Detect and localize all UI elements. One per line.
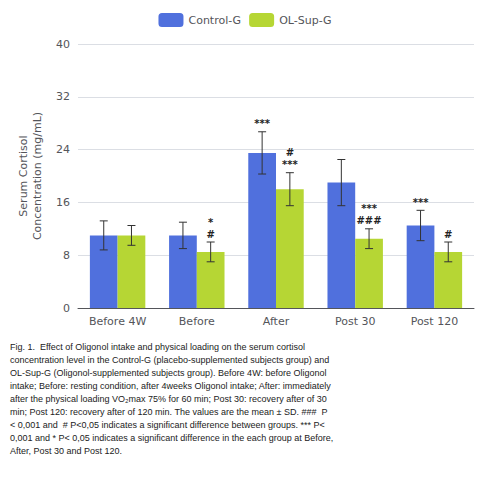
svg-text:***: *** [361, 203, 377, 214]
svg-text:Concentration (mg/mL): Concentration (mg/mL) [31, 112, 44, 240]
svg-text:***: *** [282, 159, 298, 170]
svg-text:OL-Sup-G: OL-Sup-G [279, 14, 331, 27]
svg-text:concentration level in the Con: concentration level in the Control-G (pl… [10, 355, 329, 365]
svg-text:Post 120: Post 120 [411, 315, 459, 328]
svg-text:16: 16 [56, 196, 70, 209]
svg-text:after the physical loading VO₂: after the physical loading VO₂max 75% fo… [10, 394, 327, 404]
svg-text:32: 32 [56, 90, 70, 103]
svg-text:After, Post 30 and Post 120.: After, Post 30 and Post 120. [10, 446, 122, 456]
svg-text:Serum Cortisol: Serum Cortisol [17, 135, 30, 216]
svg-text:#: # [206, 229, 214, 240]
svg-text:0: 0 [63, 302, 70, 315]
svg-text:24: 24 [56, 143, 70, 156]
svg-text:0,001 and * P< 0,05 indicates: 0,001 and * P< 0,05 indicates a signific… [10, 433, 333, 443]
svg-text:< 0,001 and # P<0,05 indicate: < 0,001 and # P<0,05 indicates a signifi… [10, 420, 325, 430]
svg-text:After: After [263, 315, 290, 328]
svg-text:OL-Sup-G (Oligonol-supplemente: OL-Sup-G (Oligonol-supplemented subjects… [10, 368, 327, 378]
svg-text:Post 30: Post 30 [335, 315, 376, 328]
svg-text:###: ### [356, 215, 381, 226]
svg-text:***: *** [413, 197, 429, 208]
svg-text:8: 8 [63, 249, 70, 262]
svg-text:#: # [286, 147, 294, 158]
svg-text:#: # [444, 229, 452, 240]
svg-text:***: *** [254, 118, 270, 129]
svg-text:Before: Before [179, 315, 215, 328]
svg-text:intake; Before: resting condit: intake; Before: resting condition, after… [10, 381, 331, 391]
svg-text:Before 4W: Before 4W [89, 315, 146, 328]
svg-text:Control-G: Control-G [188, 14, 241, 27]
svg-text:40: 40 [56, 38, 70, 51]
svg-text:min; Post 120: recovery after: min; Post 120: recovery after of 120 min… [10, 407, 327, 417]
svg-text:*: * [208, 217, 214, 228]
svg-text:Fig. 1. Effect of Oligonol in: Fig. 1. Effect of Oligonol intake and ph… [10, 342, 305, 352]
